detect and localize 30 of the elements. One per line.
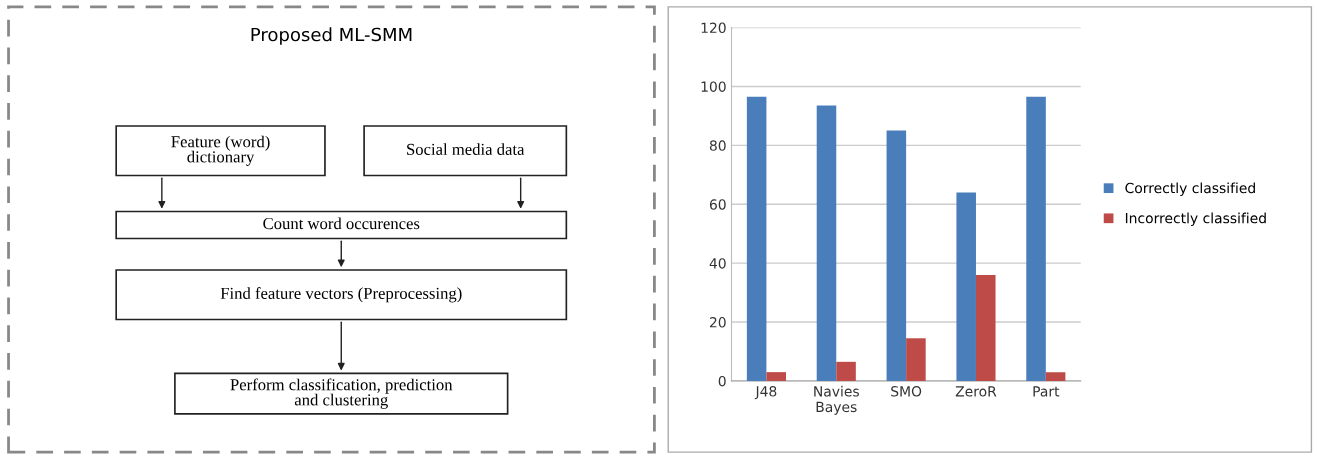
x-tick-label: Part xyxy=(1033,386,1060,397)
text: Social media data xyxy=(407,143,525,155)
bar xyxy=(975,274,996,381)
y-tick-label: 100 xyxy=(701,81,726,92)
text: Proposed ML-SMM xyxy=(251,27,412,45)
bar xyxy=(766,372,786,381)
text: Count word occurences xyxy=(263,217,420,230)
x-tick-label: Navies Bayes xyxy=(814,385,859,415)
x-tick-label: SMO xyxy=(891,386,922,397)
x-tick-label: J48 xyxy=(754,386,777,400)
bar xyxy=(1026,96,1046,381)
y-tick-label: 60 xyxy=(709,199,726,210)
bar xyxy=(906,338,926,381)
bar xyxy=(816,105,837,381)
y-tick-label: 120 xyxy=(701,22,726,34)
legend-label: Correctly classified xyxy=(1125,182,1255,196)
bar xyxy=(1045,372,1066,381)
text: Find feature vectors (Preprocessing) xyxy=(220,287,462,303)
bar xyxy=(956,192,976,381)
y-tick-label: 0 xyxy=(718,375,726,387)
bar xyxy=(836,361,856,381)
y-tick-label: 20 xyxy=(709,317,726,328)
bar xyxy=(886,130,907,381)
legend-label: Incorrectly classified xyxy=(1125,212,1266,227)
text: Perform classification, prediction and clustering xyxy=(230,378,453,409)
y-tick-label: 80 xyxy=(709,140,726,151)
x-tick-label: ZeroR xyxy=(955,386,997,397)
y-tick-label: 40 xyxy=(709,258,726,269)
text: Feature (word) dictionary xyxy=(171,135,270,166)
bar xyxy=(746,96,767,381)
